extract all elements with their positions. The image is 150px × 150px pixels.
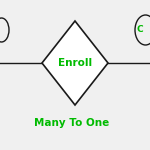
Ellipse shape [0,18,9,42]
Text: Many To One: Many To One [34,118,110,128]
Polygon shape [42,21,108,105]
Ellipse shape [135,15,150,45]
Text: C: C [136,26,143,34]
Text: Enroll: Enroll [58,58,92,68]
